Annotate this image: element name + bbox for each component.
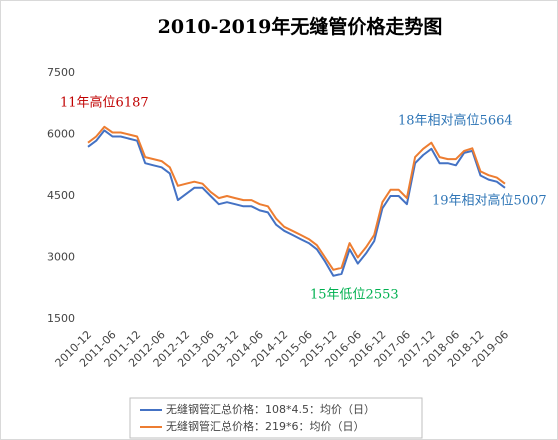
y-tick-label: 6000: [47, 128, 75, 141]
annotation: 18年相对高位5664: [398, 113, 513, 129]
y-tick-label: 7500: [47, 66, 75, 79]
annotation: 19年相对高位5007: [432, 193, 547, 209]
annotation: 15年低位2553: [310, 288, 399, 303]
y-tick-label: 1500: [47, 312, 75, 325]
legend-label: 无缝钢管汇总价格：108*4.5：均价（日）: [166, 402, 375, 416]
series-line: [87, 125, 506, 271]
annotation: 11年高位6187: [60, 95, 149, 111]
legend-box: [129, 397, 423, 439]
y-tick-label: 4500: [47, 189, 75, 202]
chart-title: 2010-2019年无缝管价格走势图: [158, 15, 443, 38]
y-tick-label: 3000: [47, 251, 75, 264]
legend-label: 无缝钢管汇总价格：219*6：均价（日）: [166, 419, 365, 433]
series-line: [87, 129, 506, 277]
